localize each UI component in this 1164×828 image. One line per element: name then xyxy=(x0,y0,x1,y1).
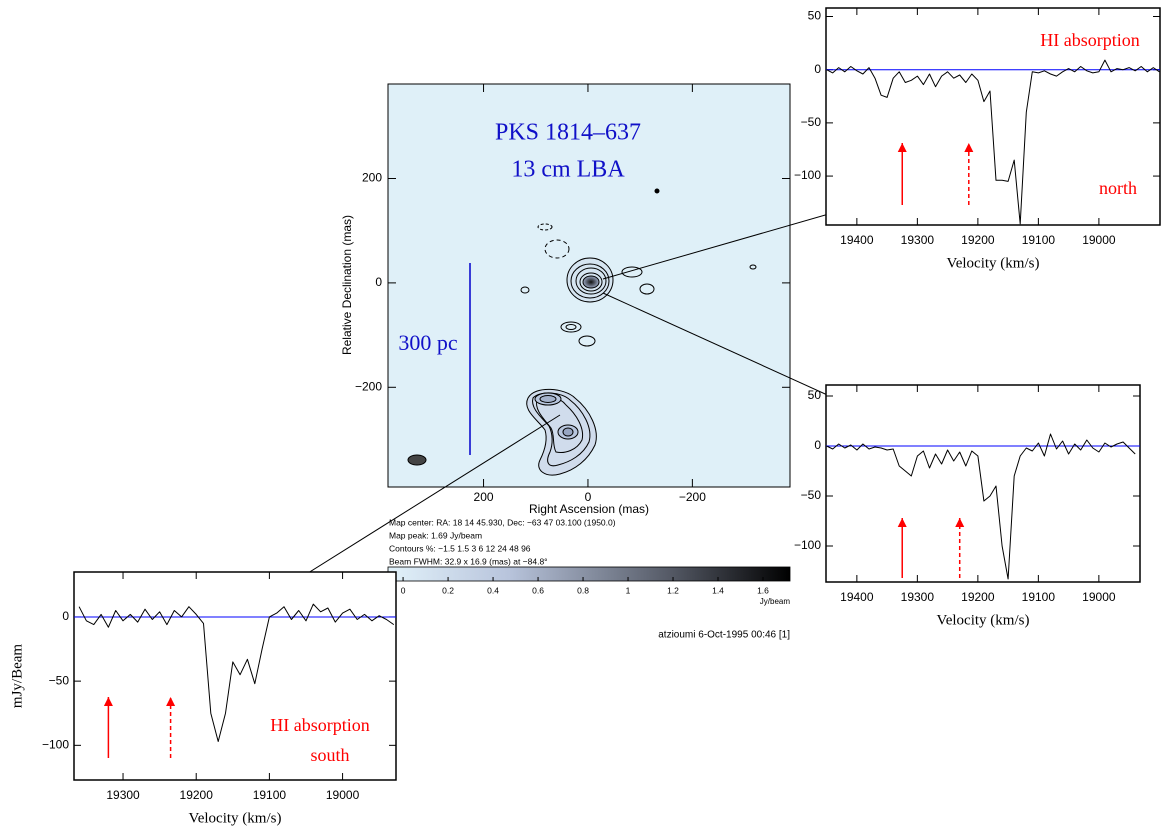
x-tick-label: 19300 xyxy=(901,233,935,247)
map-frame xyxy=(387,83,791,488)
annotation: HI absorption xyxy=(270,715,369,735)
x-tick-label: 19100 xyxy=(1022,233,1056,247)
colorbar-tick-label: 0.6 xyxy=(532,585,544,595)
y-axis-label: Relative Declination (mas) xyxy=(340,215,354,355)
y-tick-label: −200 xyxy=(355,379,382,393)
x-tick-label: 19200 xyxy=(961,590,995,604)
colorbar-tick-label: 1 xyxy=(626,585,631,595)
y-tick-label: 50 xyxy=(808,388,822,402)
x-axis-label: Velocity (km/s) xyxy=(189,810,282,826)
map-subtitle: 13 cm LBA xyxy=(511,157,625,183)
colorbar-tick-label: 0.4 xyxy=(487,585,499,595)
y-tick-label: −50 xyxy=(49,673,70,687)
beam xyxy=(407,454,427,466)
y-axis-label: mJy/Beam xyxy=(9,644,25,708)
x-tick-label: 19300 xyxy=(901,590,935,604)
contours xyxy=(520,188,757,476)
colorbar-tick-label: 0 xyxy=(401,585,406,595)
y-tick-label: 0 xyxy=(814,62,821,76)
x-tick-label: 19200 xyxy=(961,233,995,247)
colorbar-tick-label: 0.8 xyxy=(577,585,589,595)
annotation: south xyxy=(310,745,349,765)
scale-bar-label: 300 pc xyxy=(398,330,458,355)
colorbar-tick-label: 0.2 xyxy=(442,585,454,595)
spectrum xyxy=(826,433,1136,580)
x-tick-label: 19000 xyxy=(326,788,360,802)
x-tick-label: 200 xyxy=(474,490,494,504)
panel-frame xyxy=(73,571,397,781)
x-tick-label: 19400 xyxy=(840,233,874,247)
x-tick-label: 19400 xyxy=(840,590,874,604)
map-title: PKS 1814–637 xyxy=(495,120,641,146)
x-axis-label: Velocity (km/s) xyxy=(947,255,1040,271)
x-tick-label: 19300 xyxy=(106,788,140,802)
panel-frame xyxy=(825,7,1161,226)
y-tick-label: 0 xyxy=(814,438,821,452)
map-info: Beam FWHM: 32.9 x 16.9 (mas) at −84.8° xyxy=(389,556,548,566)
x-tick-label: −200 xyxy=(679,490,706,504)
spectrum xyxy=(826,59,1160,225)
x-tick-label: 19000 xyxy=(1082,590,1116,604)
footer: atzioumi 6-Oct-1995 00:46 [1] xyxy=(658,630,790,641)
y-tick-label: −100 xyxy=(794,168,821,182)
x-tick-label: 0 xyxy=(585,490,592,504)
y-tick-label: −100 xyxy=(42,738,69,752)
map-info: Map center: RA: 18 14 45.930, Dec: −63 4… xyxy=(389,517,616,527)
colorbar-tick-label: 1.2 xyxy=(667,585,679,595)
y-tick-label: 0 xyxy=(375,275,382,289)
x-tick-label: 19100 xyxy=(253,788,287,802)
y-tick-label: −50 xyxy=(801,488,822,502)
x-axis-label: Velocity (km/s) xyxy=(937,612,1030,628)
x-axis-label: Right Ascension (mas) xyxy=(529,502,649,516)
colorbar-tick-label: 1.6 xyxy=(757,585,769,595)
spectrum xyxy=(78,603,395,742)
colorbar-label: Jy/beam xyxy=(760,597,791,606)
y-tick-label: −50 xyxy=(801,115,822,129)
y-tick-label: −100 xyxy=(794,538,821,552)
y-tick-label: 0 xyxy=(62,609,69,623)
panel-frame xyxy=(825,384,1141,583)
connectors xyxy=(264,204,861,601)
annotation: north xyxy=(1099,178,1137,198)
y-tick-label: 200 xyxy=(362,171,382,185)
x-tick-label: 19100 xyxy=(1022,590,1056,604)
x-tick-label: 19200 xyxy=(180,788,214,802)
annotation: HI absorption xyxy=(1040,30,1139,50)
x-tick-label: 19000 xyxy=(1082,233,1116,247)
map-info: Contours %: −1.5 1.5 3 6 12 24 48 96 xyxy=(389,543,531,553)
map-info: Map peak: 1.69 Jy/beam xyxy=(389,530,482,540)
colorbar-tick-label: 1.4 xyxy=(712,585,724,595)
y-tick-label: 50 xyxy=(808,9,822,23)
